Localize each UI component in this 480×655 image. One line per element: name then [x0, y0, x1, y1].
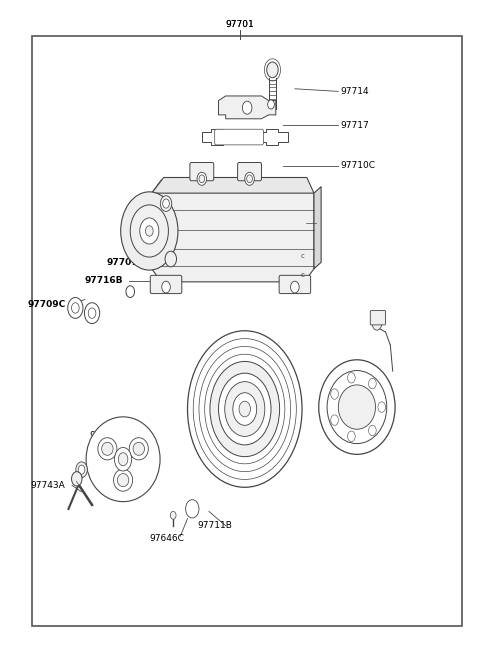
Text: 97709C: 97709C — [28, 300, 66, 309]
FancyBboxPatch shape — [190, 162, 214, 181]
Circle shape — [239, 402, 251, 417]
Circle shape — [72, 303, 79, 313]
Circle shape — [160, 196, 172, 212]
FancyBboxPatch shape — [279, 275, 311, 293]
Circle shape — [267, 62, 278, 78]
Ellipse shape — [319, 360, 395, 455]
Ellipse shape — [129, 438, 148, 460]
Text: c: c — [301, 272, 305, 278]
FancyBboxPatch shape — [150, 275, 182, 293]
Circle shape — [369, 425, 376, 436]
Polygon shape — [152, 180, 314, 282]
Text: 97701: 97701 — [226, 20, 254, 29]
Circle shape — [165, 251, 177, 267]
Circle shape — [331, 415, 338, 425]
Circle shape — [78, 465, 85, 474]
Text: 97707C: 97707C — [107, 258, 144, 267]
FancyBboxPatch shape — [370, 310, 385, 325]
Circle shape — [372, 317, 382, 330]
Circle shape — [290, 281, 299, 293]
Circle shape — [118, 453, 128, 466]
Text: 97717: 97717 — [340, 121, 369, 130]
Text: 97701: 97701 — [226, 20, 254, 29]
Polygon shape — [218, 96, 276, 119]
Circle shape — [140, 218, 159, 244]
Circle shape — [126, 286, 134, 297]
Circle shape — [76, 462, 87, 477]
Circle shape — [72, 472, 82, 486]
Text: 97710C: 97710C — [340, 161, 375, 170]
Circle shape — [378, 402, 385, 412]
Ellipse shape — [102, 442, 113, 455]
FancyBboxPatch shape — [215, 129, 264, 145]
Circle shape — [162, 281, 170, 293]
Circle shape — [130, 205, 168, 257]
Ellipse shape — [98, 438, 117, 460]
Ellipse shape — [114, 469, 132, 491]
Circle shape — [348, 373, 355, 383]
Text: 97711B: 97711B — [197, 521, 232, 531]
Circle shape — [369, 379, 376, 389]
Text: 97643E: 97643E — [206, 361, 241, 370]
Circle shape — [115, 447, 132, 471]
Circle shape — [170, 512, 176, 519]
Text: c: c — [301, 253, 305, 259]
Text: 97714: 97714 — [340, 87, 369, 96]
Circle shape — [218, 373, 271, 445]
Ellipse shape — [327, 371, 387, 443]
Text: 97644C: 97644C — [90, 430, 124, 440]
Ellipse shape — [117, 474, 129, 487]
FancyBboxPatch shape — [238, 162, 262, 181]
Text: 97716B: 97716B — [85, 276, 123, 285]
Text: 97646C: 97646C — [149, 534, 184, 543]
Circle shape — [163, 199, 169, 208]
Ellipse shape — [338, 385, 375, 429]
Polygon shape — [152, 178, 314, 193]
Ellipse shape — [86, 417, 160, 502]
Circle shape — [225, 382, 265, 436]
Circle shape — [245, 172, 254, 185]
Polygon shape — [314, 187, 321, 269]
Circle shape — [268, 100, 275, 109]
Circle shape — [197, 172, 206, 185]
Circle shape — [68, 297, 83, 318]
Circle shape — [120, 192, 178, 270]
Circle shape — [233, 393, 257, 425]
Circle shape — [242, 101, 252, 114]
Circle shape — [247, 175, 252, 183]
Polygon shape — [202, 128, 288, 145]
Circle shape — [84, 303, 100, 324]
Ellipse shape — [133, 442, 144, 455]
Circle shape — [210, 362, 280, 457]
Circle shape — [331, 389, 338, 400]
Text: 97743A: 97743A — [30, 481, 65, 490]
Text: 97646: 97646 — [364, 413, 393, 422]
Circle shape — [188, 331, 302, 487]
Circle shape — [88, 308, 96, 318]
Circle shape — [199, 175, 204, 183]
Circle shape — [348, 431, 355, 441]
Circle shape — [145, 226, 153, 236]
